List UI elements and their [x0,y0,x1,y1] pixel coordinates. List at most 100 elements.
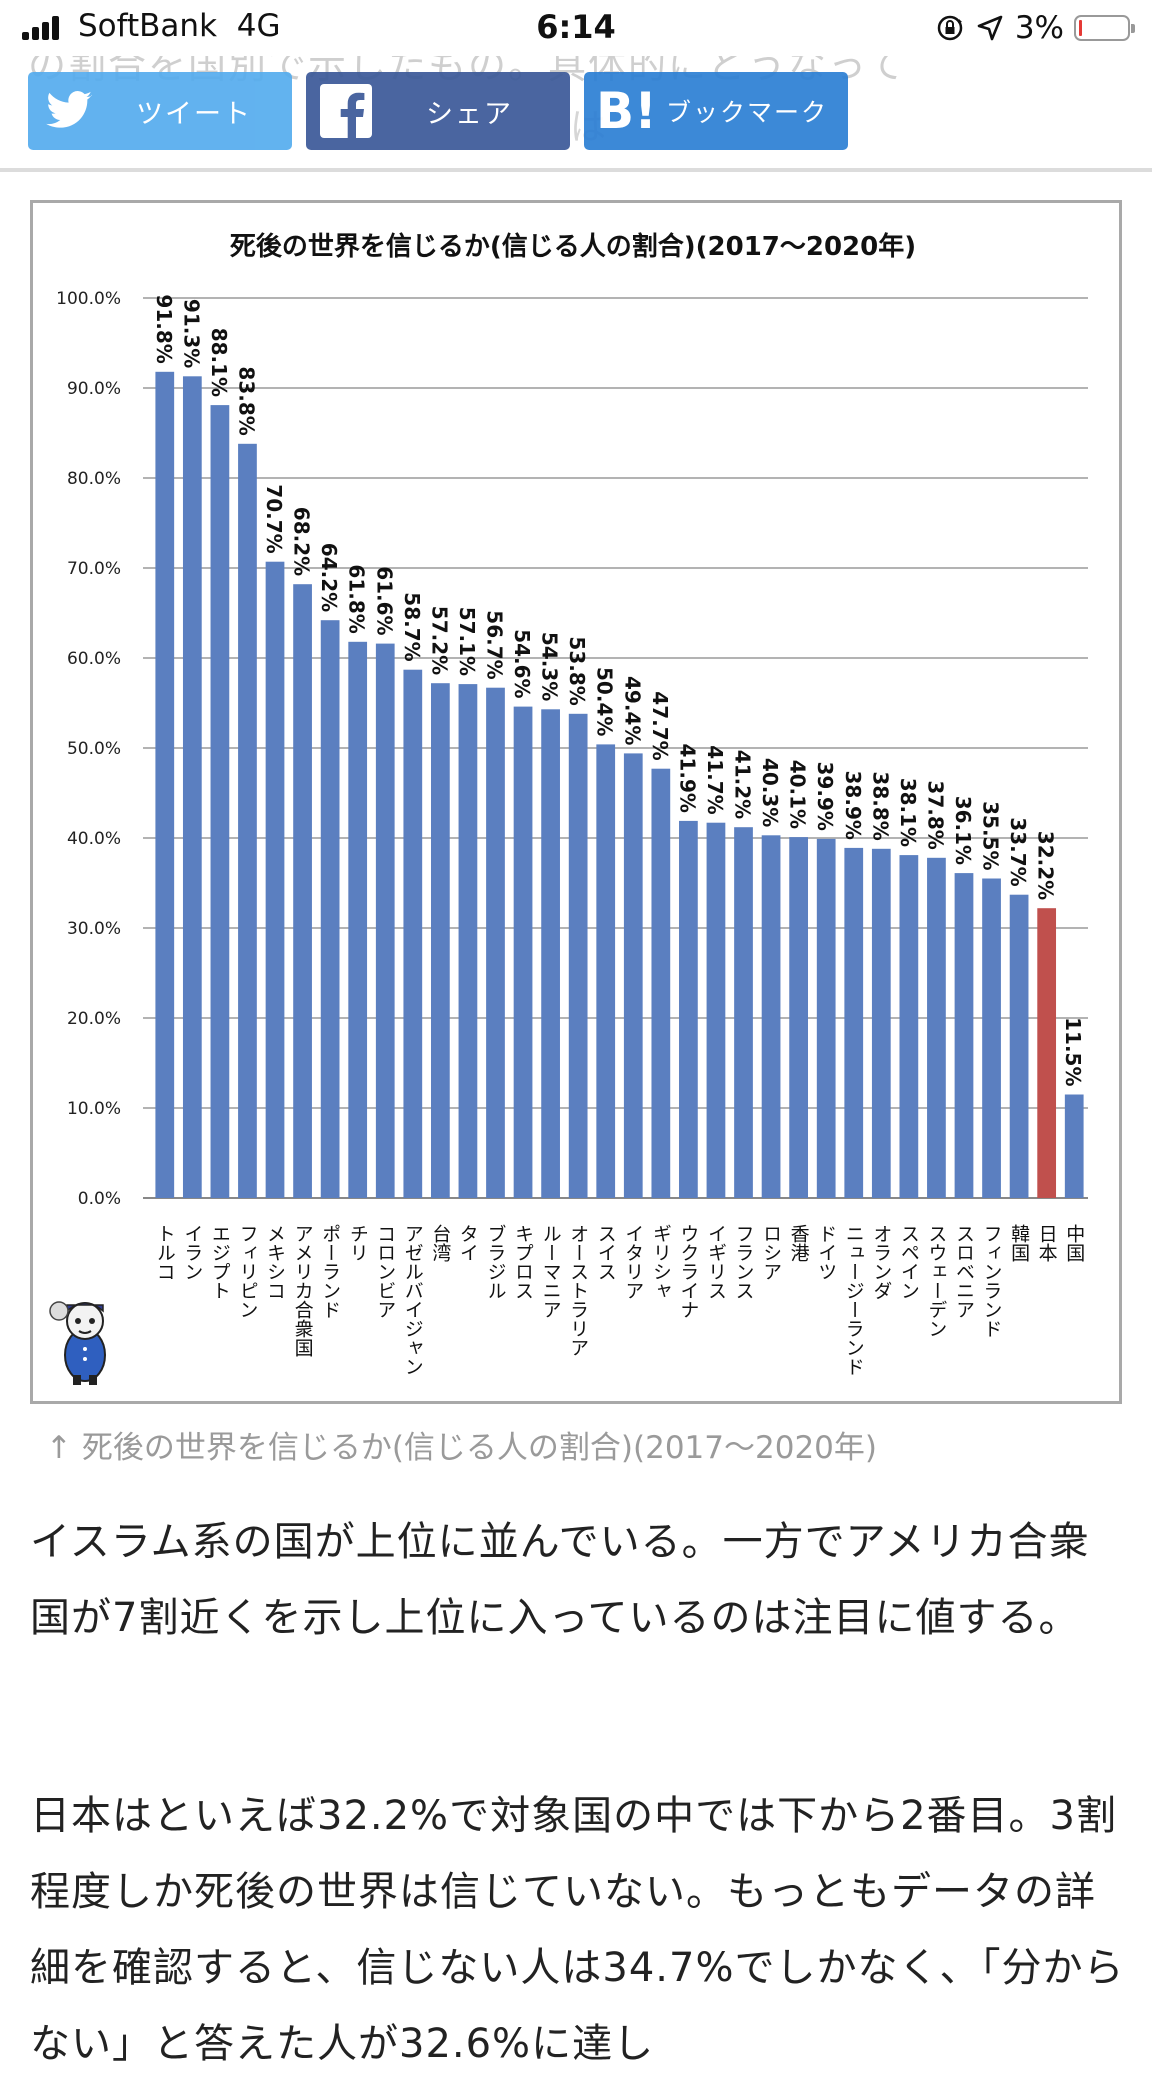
hatena-bookmark-icon: B! [596,82,657,140]
data-label: 68.2% [290,507,314,576]
bar [430,683,450,1198]
bar [871,848,891,1198]
data-label: 35.5% [979,801,1003,870]
tweet-button[interactable]: ツイート [28,72,292,150]
data-label: 91.3% [179,299,203,368]
y-tick-label: 10.0% [67,1099,121,1119]
bar [679,820,698,1198]
facebook-share-button[interactable]: シェア [306,72,570,150]
bar [458,684,478,1198]
category-label: 日本 [1036,1224,1058,1262]
chart-title: 死後の世界を信じるか(信じる人の割合)(2017〜2020年) [230,231,916,262]
category-label: タイ [457,1224,479,1262]
data-label: 61.8% [345,564,369,633]
category-label: キプロス [512,1224,534,1300]
data-label: 38.9% [841,771,865,840]
data-label: 53.8% [565,636,589,705]
y-tick-label: 80.0% [67,469,121,489]
y-tick-label: 50.0% [67,739,121,759]
data-label: 32.2% [1034,831,1058,900]
y-tick-label: 60.0% [67,649,121,669]
category-label: フィンランド [981,1224,1003,1338]
category-label: エジプト [209,1224,231,1300]
bar [375,643,395,1198]
data-label: 11.5% [1061,1017,1085,1086]
bar-chart: 死後の世界を信じるか(信じる人の割合)(2017〜2020年) 0.0% 10.0… [49,231,1088,1385]
bar [954,873,974,1198]
bar [761,835,781,1198]
chart-caption: ↑ 死後の世界を信じるか(信じる人の割合)(2017〜2020年) [46,1430,877,1466]
bar [651,768,671,1198]
hatena-bookmark-button[interactable]: B! ブックマーク [584,72,848,150]
category-label: ウクライナ [677,1224,699,1319]
orientation-lock-icon [937,15,963,41]
bar [927,857,946,1198]
status-bar: SoftBank 4G 6:14 3% [0,0,1152,56]
bar [568,713,588,1198]
bar [1064,1094,1084,1198]
bar [899,855,919,1198]
bar [596,744,616,1198]
article-paragraph: イスラム系の国が上位に並んでいる。一方でアメリカ合衆国が7割近くを示し上位に入っ… [30,1519,1090,1641]
bar [844,847,864,1198]
category-label: ブラジル [484,1224,506,1300]
bar [1009,894,1029,1198]
data-label: 33.7% [1006,817,1030,886]
category-label: アメリカ合衆国 [292,1224,314,1357]
category-label: ポーランド [319,1224,341,1319]
data-label: 61.6% [372,566,396,635]
data-label: 41.2% [731,750,755,819]
category-label: スウェーデン [925,1224,947,1338]
category-label: オーストラリア [567,1224,589,1357]
data-label: 50.4% [593,667,617,736]
data-label: 38.8% [868,771,892,840]
carrier-network: SoftBank 4G [78,8,281,44]
data-label: 40.1% [786,760,810,829]
twitter-bird-icon [46,91,92,128]
category-label: ルーマニア [540,1224,562,1319]
data-label: 91.8% [152,294,176,363]
data-label: 49.4% [620,676,644,745]
carrier-name: SoftBank [78,8,218,44]
data-label: 41.9% [675,744,699,813]
y-tick-label: 40.0% [67,829,121,849]
bar [816,838,836,1198]
signal-strength-icon [22,14,66,40]
category-label: ニュージーランド [843,1224,865,1376]
bar [320,620,340,1198]
data-label: 37.8% [923,780,947,849]
data-label: 38.1% [896,778,920,847]
y-tick-label: 100.0% [56,289,121,309]
battery-level-fill [1079,20,1082,36]
data-label: 56.7% [482,610,506,679]
bar [623,753,643,1198]
category-label: メキシコ [264,1224,286,1300]
y-tick-label: 30.0% [67,919,121,939]
battery-icon [1074,15,1135,41]
category-label: アゼルバイジャン [402,1224,424,1376]
bar [982,878,1001,1198]
bar [403,669,423,1198]
tweet-label: ツイート [136,98,252,130]
bar [541,709,560,1198]
category-label: イラン [181,1224,203,1281]
bar [210,405,230,1199]
category-label: ロシア [760,1224,782,1281]
chart-figure: 死後の世界を信じるか(信じる人の割合)(2017〜2020年) 0.0% 10.0… [30,200,1122,1404]
y-tick-label: 0.0% [78,1189,121,1209]
bar [734,827,753,1198]
facebook-share-label: シェア [426,98,513,130]
y-tick-label: 70.0% [67,559,121,579]
category-label: スペイン [898,1224,920,1300]
data-label: 47.7% [648,691,672,760]
category-label: スイス [595,1224,617,1281]
category-label: ドイツ [815,1224,837,1281]
share-bar: ツイート シェア B! ブックマーク [0,56,1152,172]
bar [265,561,285,1198]
category-label: スロベニア [953,1224,975,1319]
data-label: 54.6% [510,629,534,698]
data-label: 39.9% [813,762,837,831]
data-label: 57.1% [455,607,479,676]
category-label: イタリア [622,1224,644,1300]
mascot-illustration [49,1301,106,1385]
